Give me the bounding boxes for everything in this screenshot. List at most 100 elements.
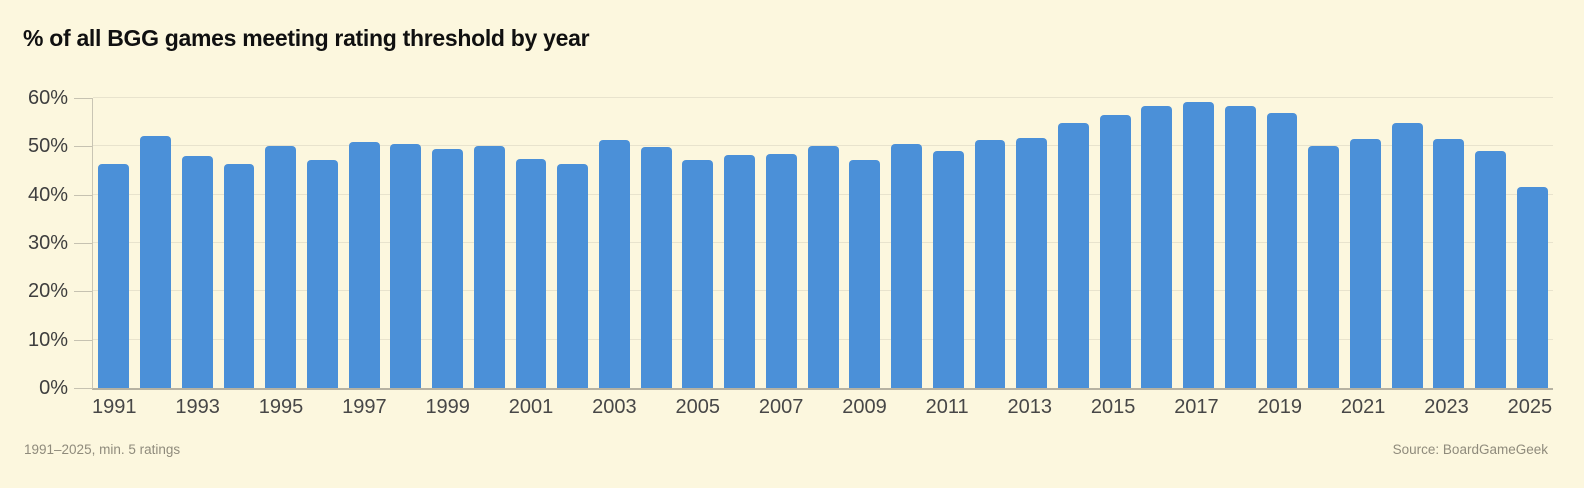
x-tick-label-2018 (1219, 396, 1258, 419)
bar-2011 (932, 150, 964, 388)
x-tick-label-2011: 2011 (925, 396, 969, 418)
x-tick-label-2024 (1469, 396, 1508, 419)
y-tick-mark (74, 291, 92, 293)
y-tick-mark (74, 146, 92, 148)
bar-1992 (140, 135, 171, 388)
x-tick-label-2003: 2003 (592, 396, 637, 418)
bar-2015 (1099, 114, 1131, 388)
x-tick-label-1994 (220, 396, 259, 419)
x-tick-label-2017: 2017 (1174, 396, 1219, 418)
x-tick-label-1993: 1993 (175, 396, 220, 418)
bar-slot-2010 (886, 98, 928, 388)
bar-2017 (1183, 101, 1214, 388)
bar-2013 (1016, 137, 1048, 388)
source-note: Source: BoardGameGeek (1392, 442, 1548, 457)
bar-slot-1997 (343, 98, 385, 388)
bar-slot-2009 (844, 98, 886, 388)
x-tick-label-2005: 2005 (675, 396, 721, 418)
chart-footer: 1991–2025, min. 5 ratings Source: BoardG… (24, 442, 1548, 457)
y-axis: 0% 10% 20% 30% 40% 50% 60% (0, 87, 92, 399)
x-tick-label-2002 (553, 396, 592, 419)
x-tick-label-2008 (803, 396, 842, 419)
bar-slot-2000 (468, 98, 510, 388)
y-tick-label: 30% (27, 232, 68, 254)
bar-2000 (473, 146, 505, 388)
bar-2016 (1141, 106, 1173, 388)
x-tick-label-2022 (1385, 396, 1424, 419)
bar-slot-2008 (802, 98, 844, 388)
x-tick-label-1991: 1991 (92, 396, 137, 418)
y-tick-label: 20% (27, 280, 68, 303)
bar-2012 (974, 140, 1006, 388)
plot-area (92, 97, 1553, 390)
x-tick-label-2025: 2025 (1507, 396, 1553, 418)
bar-slot-2006 (719, 98, 761, 388)
bar-slot-1999 (427, 98, 469, 388)
y-tick-mark (74, 98, 92, 99)
y-tick-mark (74, 243, 92, 244)
gridline-50 (93, 145, 1553, 147)
bar-2010 (891, 144, 922, 388)
bar-slot-2004 (635, 98, 677, 388)
bar-2018 (1224, 106, 1256, 388)
bar-slot-1996 (302, 98, 344, 388)
x-tick-label-2006 (720, 396, 759, 419)
bar-slot-1994 (218, 98, 260, 388)
bar-slot-2020 (1303, 98, 1345, 388)
chart-title: % of all BGG games meeting rating thresh… (23, 25, 590, 51)
x-tick-label-2001: 2001 (508, 396, 554, 418)
bar-2006 (724, 154, 756, 388)
bar-slot-2014 (1053, 98, 1095, 388)
bar-2023 (1433, 138, 1465, 388)
x-tick-label-2010 (887, 396, 926, 419)
bar-1997 (348, 141, 380, 388)
x-tick-label-2009: 2009 (842, 396, 887, 418)
x-tick-label-1998 (387, 396, 426, 419)
y-tick-label: 40% (27, 183, 68, 206)
x-tick-label-2012 (969, 396, 1008, 419)
y-tick-mark (74, 388, 92, 389)
bar-2020 (1308, 145, 1340, 388)
bar-slot-2019 (1261, 98, 1303, 388)
bar-slot-2012 (969, 98, 1011, 388)
bar-2005 (682, 160, 714, 388)
bar-slot-1992 (135, 98, 177, 388)
x-tick-label-2015: 2015 (1090, 396, 1136, 418)
bar-2021 (1349, 139, 1381, 388)
x-tick-label-2019: 2019 (1257, 396, 1303, 418)
footnote-range: 1991–2025, min. 5 ratings (24, 442, 181, 457)
bar-slot-2024 (1470, 98, 1512, 388)
bar-slot-2002 (552, 98, 594, 388)
gridline-60 (93, 97, 1553, 98)
bar-slot-2007 (761, 98, 803, 388)
x-tick-label-1995: 1995 (258, 396, 304, 418)
y-tick-label: 10% (27, 328, 68, 351)
bar-slot-2021 (1345, 98, 1387, 388)
bar-2025 (1516, 187, 1548, 388)
bar-1999 (432, 149, 464, 388)
bar-2001 (515, 158, 547, 388)
y-tick-label: 0% (39, 377, 68, 399)
bar-slot-2022 (1386, 98, 1428, 388)
x-tick-label-1996 (303, 396, 342, 419)
bar-slot-2015 (1094, 98, 1136, 388)
bar-series (93, 98, 1553, 388)
x-tick-label-1992 (137, 396, 176, 419)
x-tick-label-2016 (1135, 396, 1174, 419)
x-tick-label-1999: 1999 (425, 396, 470, 418)
y-tick-label: 60% (27, 87, 68, 109)
bar-2024 (1475, 150, 1506, 388)
bar-2022 (1391, 122, 1423, 388)
bar-2003 (599, 140, 630, 388)
bar-2007 (765, 153, 797, 388)
bar-slot-2018 (1219, 98, 1261, 388)
x-tick-label-2020 (1302, 396, 1341, 419)
bar-2014 (1057, 122, 1089, 388)
bar-2004 (640, 147, 672, 388)
x-tick-label-2013: 2013 (1007, 396, 1052, 418)
bar-slot-2017 (1178, 98, 1220, 388)
x-tick-label-2014 (1052, 396, 1091, 419)
bar-1996 (307, 159, 338, 388)
bar-slot-1991 (93, 98, 135, 388)
